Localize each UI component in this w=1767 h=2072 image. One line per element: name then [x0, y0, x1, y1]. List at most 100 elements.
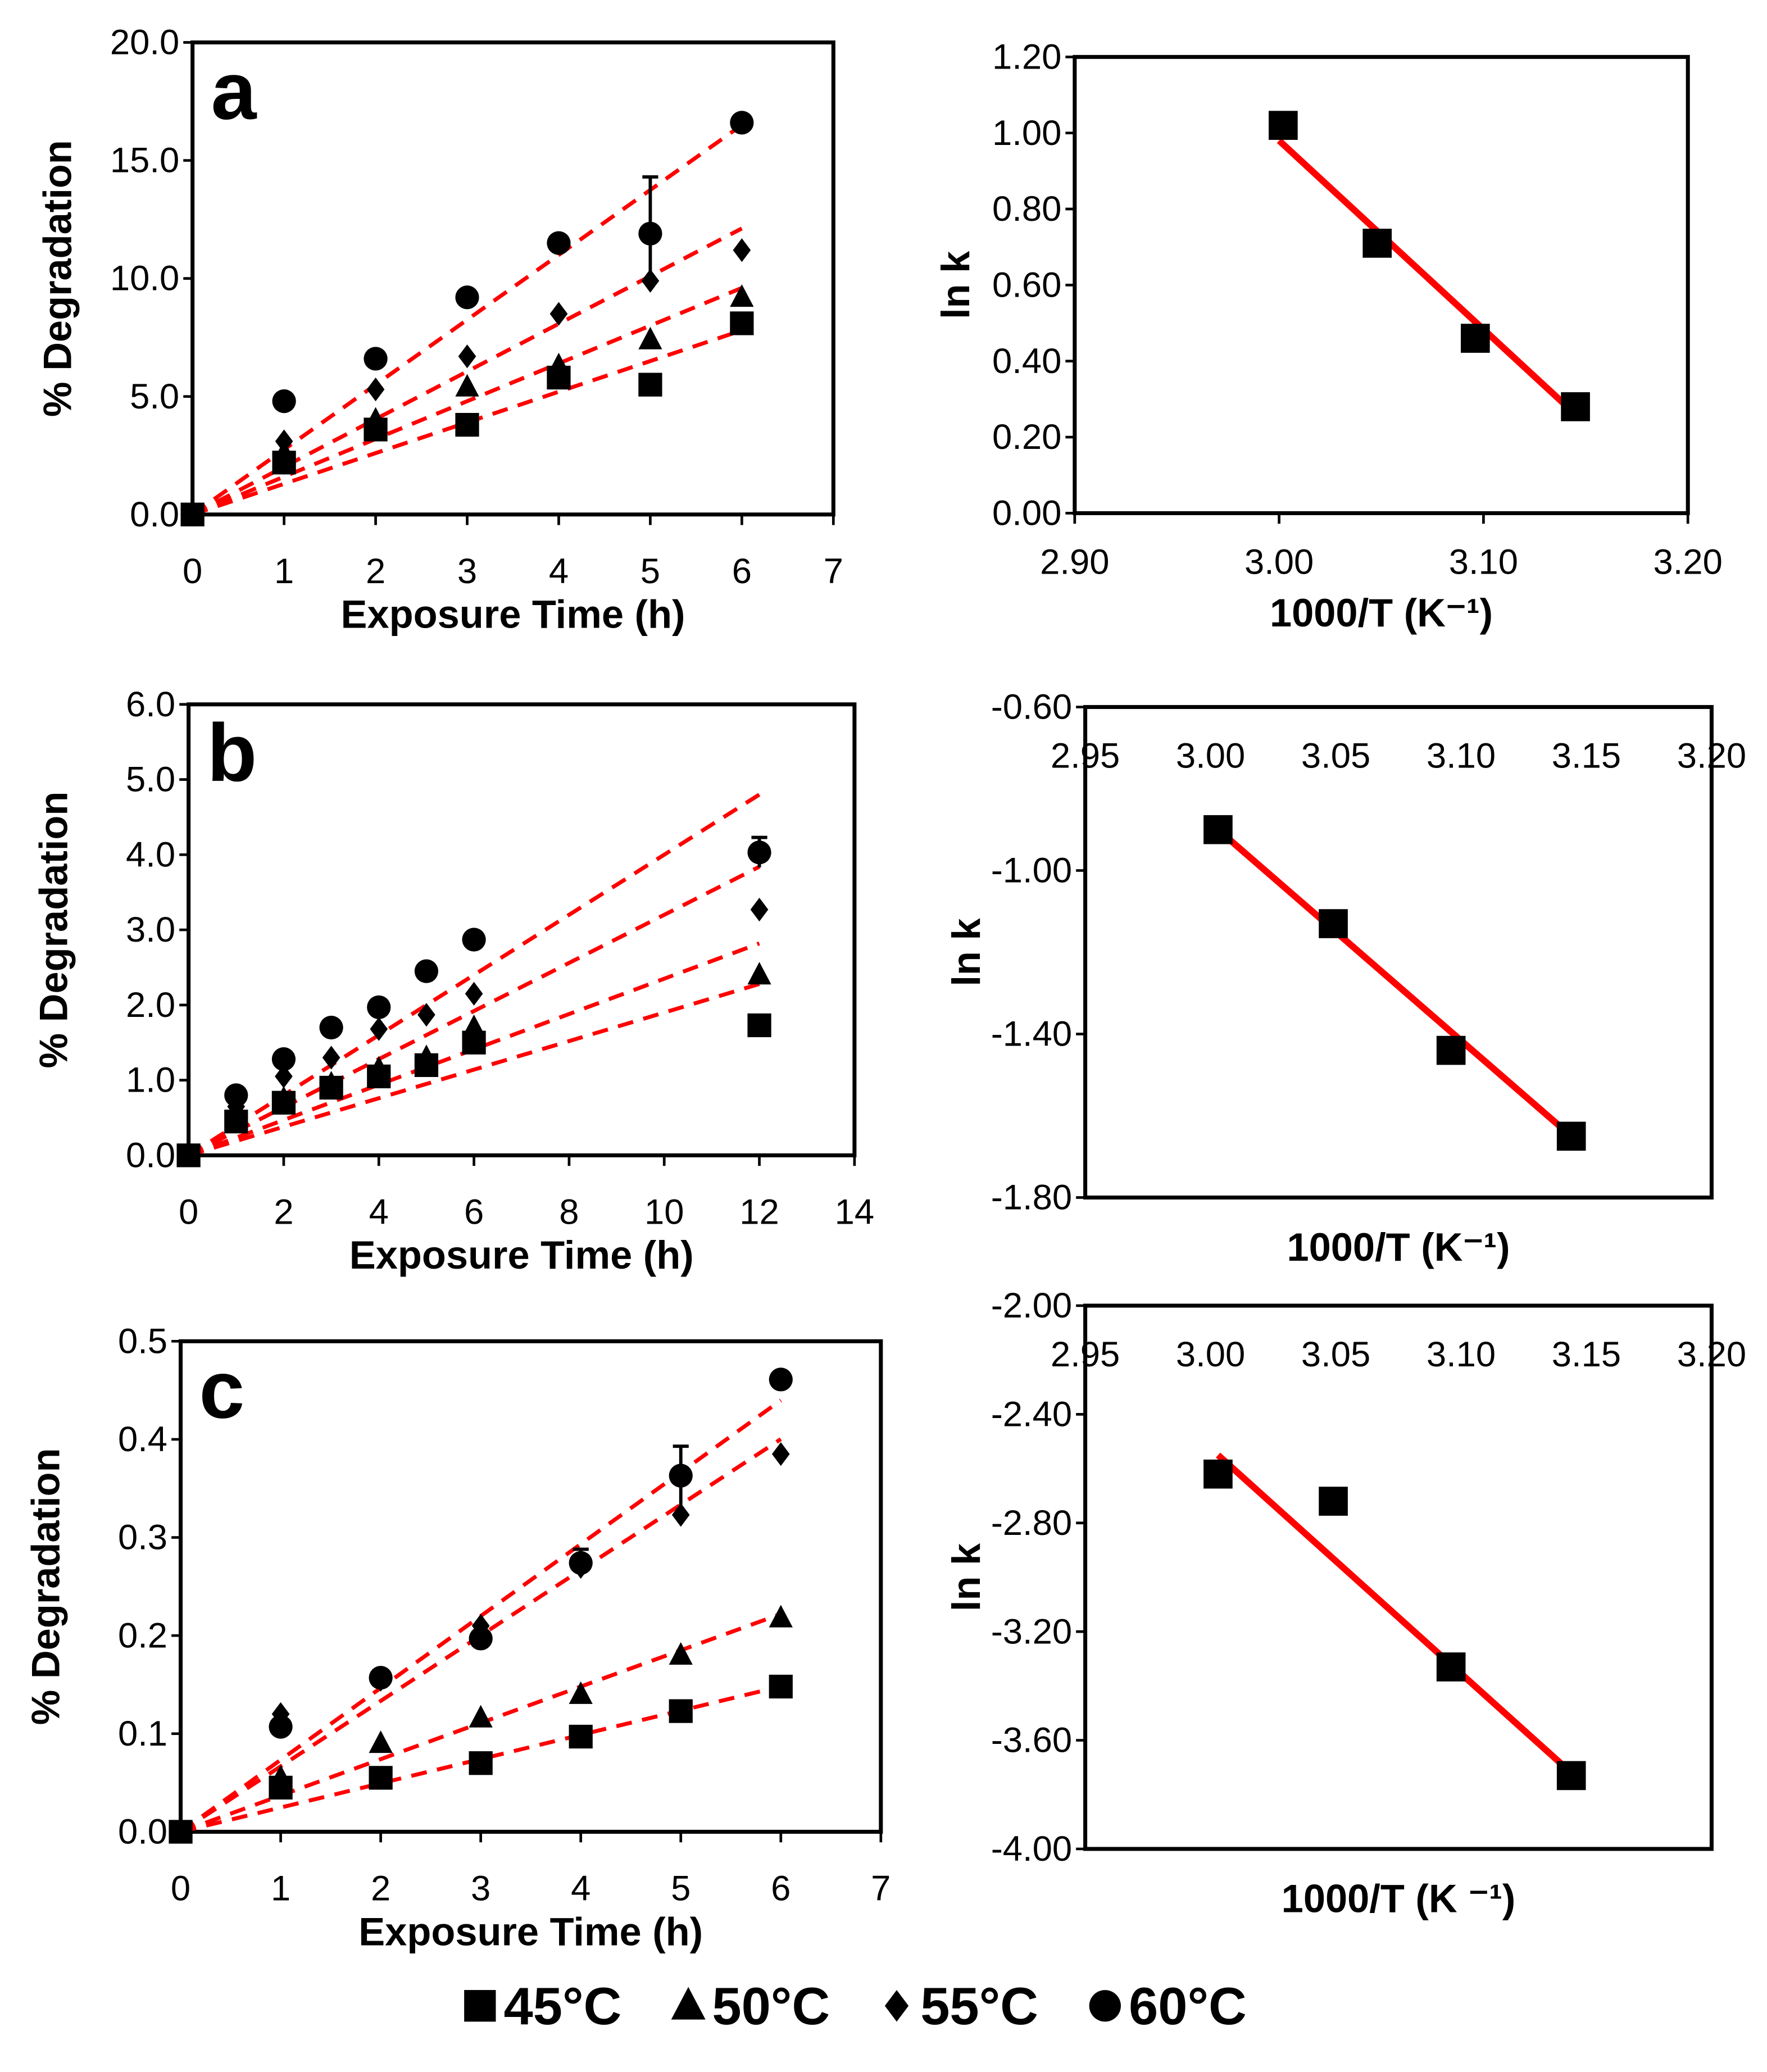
- data-point: [1319, 909, 1348, 938]
- data-point: [671, 1503, 690, 1527]
- data-point: [369, 1730, 393, 1753]
- panel-a-arrhenius: 0.00 0.20 0.40 0.60 0.80 1.00 1.20 2.90 3.00 3.10…: [933, 37, 1723, 635]
- data-point: [462, 1014, 486, 1037]
- y-tick-label: 4.0: [126, 835, 175, 874]
- x-tick-label: 10: [644, 1192, 684, 1232]
- y-tick-label: -1.00: [991, 851, 1072, 890]
- legend-triangle-icon: [671, 1987, 706, 2020]
- plot-frame: [1083, 705, 1714, 1200]
- y-tick-label: -4.00: [991, 1829, 1072, 1869]
- data-point: [1362, 229, 1392, 258]
- x-tick-label: 0: [183, 552, 202, 591]
- data-point: [733, 238, 751, 262]
- x-tick-label: 2.95: [1051, 736, 1120, 775]
- y-tick-label: 5.0: [126, 760, 175, 799]
- x-tick-label: 0: [179, 1192, 198, 1232]
- data-point: [469, 1626, 493, 1651]
- x-tick-label: 3.00: [1176, 1335, 1245, 1374]
- panel-c-arrhenius: -4.00 -3.60 -3.20 -2.80 -2.40 -2.00 2.95 3.00 3.…: [944, 1286, 1746, 1921]
- legend-label: 55°C: [920, 1976, 1038, 2035]
- data-point: [462, 928, 486, 952]
- legend-circle-icon: [1089, 1990, 1121, 2022]
- x-tick-label: 2.90: [1040, 542, 1109, 581]
- y-tick-label: 5.0: [130, 377, 179, 416]
- y-axis-title: ln k: [944, 917, 988, 986]
- y-tick-label: 0.0: [118, 1812, 167, 1852]
- data-point: [272, 389, 296, 414]
- x-tick-label: 2: [366, 552, 385, 591]
- data-point: [638, 221, 662, 246]
- y-tick-label: -2.80: [991, 1503, 1072, 1543]
- legend-item: 55°C: [884, 1976, 1038, 2035]
- x-tick-label: 2.95: [1051, 1335, 1120, 1374]
- data-point: [730, 284, 754, 307]
- legend-label: 45°C: [504, 1976, 622, 2035]
- fit-line-50°C: [192, 286, 743, 517]
- data-point: [1436, 1652, 1466, 1682]
- data-point: [367, 995, 391, 1019]
- plot-frame: [179, 1339, 883, 1834]
- y-tick-label: 0.00: [992, 494, 1061, 533]
- data-point: [669, 1699, 693, 1723]
- y-tick-label: 0.20: [992, 417, 1061, 457]
- x-tick-label: 7: [824, 552, 843, 591]
- data-point: [417, 1003, 435, 1027]
- data-point: [769, 1367, 793, 1392]
- data-point: [669, 1464, 693, 1488]
- y-tick-label: 0.40: [992, 342, 1061, 381]
- legend-square-icon: [464, 1990, 496, 2022]
- data-point: [369, 1766, 393, 1790]
- data-point: [747, 840, 771, 865]
- data-point: [269, 1765, 293, 1788]
- x-tick-label: 4: [549, 552, 569, 591]
- data-point: [547, 231, 571, 255]
- panel-label: c: [199, 1343, 244, 1435]
- fit-line: [1277, 138, 1578, 417]
- data-point: [1269, 111, 1298, 140]
- x-tick-label: 2: [274, 1192, 293, 1232]
- x-axis-title: Exposure Time (h): [358, 1909, 703, 1953]
- fit-line: [1216, 827, 1574, 1139]
- y-tick-label: 15.0: [110, 141, 179, 180]
- x-tick-label: 12: [739, 1192, 779, 1232]
- x-tick-label: 6: [732, 552, 752, 591]
- y-tick-label: 6.0: [126, 685, 175, 724]
- data-point: [638, 326, 662, 349]
- data-point: [569, 1551, 593, 1575]
- legend-label: 60°C: [1129, 1976, 1247, 2035]
- y-tick-label: 0.2: [118, 1616, 167, 1655]
- y-tick-label: 1.00: [992, 113, 1061, 153]
- y-tick-label: -2.00: [991, 1286, 1072, 1325]
- y-tick-label: -1.40: [991, 1015, 1072, 1054]
- legend: 45°C 50°C 55°C 60°C: [464, 1976, 1247, 2035]
- x-tick-label: 4: [571, 1869, 590, 1908]
- y-axis-title: % Degradation: [24, 1448, 68, 1725]
- legend-label: 50°C: [712, 1976, 830, 2035]
- fit-line: [1216, 1452, 1574, 1775]
- plot-frame: [1083, 1303, 1714, 1851]
- x-tick-label: 3.20: [1677, 736, 1746, 775]
- data-point: [369, 1666, 393, 1690]
- y-axis-title: ln k: [944, 1543, 988, 1611]
- legend-diamond-icon: [884, 1990, 909, 2022]
- panel-b: 0.0 1.0 2.0 3.0 4.0 5.0 6.0 0 2 4 6 8 10 12 14 Exposure…: [31, 685, 874, 1277]
- data-point: [275, 1064, 293, 1089]
- x-axis-title: 1000/T (K ⁻¹): [1282, 1876, 1516, 1921]
- y-tick-label: 0.3: [118, 1518, 167, 1557]
- data-point: [458, 344, 476, 369]
- y-axis-title: ln k: [933, 251, 978, 319]
- x-tick-label: 4: [369, 1192, 389, 1232]
- data-point: [271, 1085, 296, 1108]
- x-axis-title: 1000/T (K⁻¹): [1270, 590, 1493, 635]
- x-tick-label: 2: [371, 1869, 390, 1908]
- fit-line-45°C: [188, 982, 760, 1157]
- x-tick-label: 3.00: [1176, 736, 1245, 775]
- data-point: [1461, 324, 1490, 353]
- y-tick-label: 0.60: [992, 265, 1061, 305]
- data-point: [569, 1724, 593, 1749]
- y-tick-label: 0.1: [118, 1714, 167, 1753]
- data-point: [1556, 1761, 1586, 1791]
- data-point: [469, 1705, 493, 1728]
- y-tick-label: 0.4: [118, 1420, 167, 1459]
- x-axis-title: Exposure Time (h): [349, 1233, 694, 1277]
